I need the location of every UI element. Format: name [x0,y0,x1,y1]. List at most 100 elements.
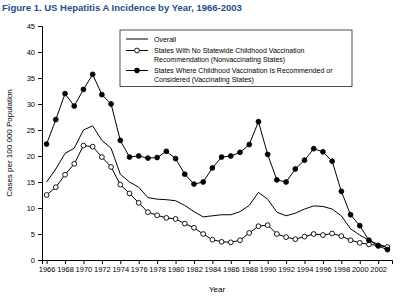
point [53,185,58,190]
point [173,217,178,222]
x-tick-label: 1994 [297,265,314,274]
x-tick-label: 1998 [333,265,350,274]
x-tick-label: 1982 [186,265,203,274]
y-tick-mark [38,52,42,53]
x-tick: 2000 [352,260,369,274]
y-tick-mark [38,26,42,27]
x-tick-mark [323,260,324,264]
title: Figure 1. US Hepatitis A Incidence by Ye… [2,2,242,13]
point [72,104,77,109]
point [63,91,68,96]
legend-label: States Where Childhood Vaccination Is Re… [154,67,334,84]
y-tick: 20 [27,152,42,161]
x-tick-mark [139,260,140,264]
x-tick-label: 1980 [168,265,185,274]
x-axis-line [43,261,393,265]
point [136,154,141,159]
x-tick: 1976 [131,260,148,274]
point [265,152,270,157]
x-tick-mark [268,260,269,264]
y-tick-mark [38,156,42,157]
x-tick: 1988 [241,260,258,274]
point [99,155,104,160]
x-tick-mark [341,260,342,264]
point [348,238,353,243]
y-tick-label: 40 [27,48,35,57]
x-tick-label: 1974 [112,265,129,274]
x-tick: 1982 [186,260,203,274]
point [265,223,270,228]
point [321,233,326,238]
point [146,156,151,161]
y-tick: 35 [27,74,42,83]
x-tick-mark [249,260,250,264]
x-tick-mark [231,260,232,264]
y-axis: 051015202530354045 [27,22,43,265]
point [53,117,58,122]
x-tick-label: 1976 [131,265,148,274]
point [357,223,362,228]
x-tick: 1972 [94,260,111,274]
y-tick-label: 30 [27,100,35,109]
y-axis-line [38,27,43,261]
point [155,155,160,160]
y-tick-label: 45 [27,22,35,31]
x-tick-label: 1968 [57,265,74,274]
point [118,138,123,143]
point [274,232,279,237]
point [274,178,279,183]
point [201,232,206,237]
y-tick-label: 10 [27,204,35,213]
y-tick: 40 [27,48,42,57]
point [284,180,289,185]
point [311,232,316,237]
point [330,231,335,236]
y-tick-label: 15 [27,178,35,187]
point [293,167,298,172]
point [109,165,114,170]
legend-marker [135,48,140,53]
x-tick-label: 2002 [370,265,387,274]
point [348,212,353,217]
y-tick-mark [38,78,42,79]
point [173,156,178,161]
point [164,215,169,220]
x-tick: 1992 [278,260,295,274]
x-tick-label: 1984 [205,265,222,274]
x-tick-mark [102,260,103,264]
x-tick: 1970 [76,260,93,274]
point [201,180,206,185]
x-tick: 2002 [370,260,387,274]
y-tick-label: 20 [27,152,35,161]
x-tick: 1966 [39,260,56,274]
point [321,149,326,154]
point [63,172,68,177]
x-tick-mark [83,260,84,264]
point [385,247,390,252]
point [284,235,289,240]
x-tick: 1990 [260,260,277,274]
x-tick-mark [176,260,177,264]
point [164,149,169,154]
x-tick-mark [212,260,213,264]
x-axis-title: Year [209,285,226,294]
point [146,210,151,215]
y-tick-mark [38,234,42,235]
point [376,244,381,249]
x-tick-mark [120,260,121,264]
point [219,239,224,244]
chart: Figure 1. US Hepatitis A Incidence by Ye… [0,0,400,296]
x-tick-label: 1990 [260,265,277,274]
y-axis-title: Cases per 100 000 Population [5,89,14,197]
x-tick: 1980 [168,260,185,274]
point [376,243,381,248]
y-tick-label: 35 [27,74,35,83]
x-tick-label: 1986 [223,265,240,274]
x-tick-label: 1978 [149,265,166,274]
point [219,155,224,160]
x-tick-mark [65,260,66,264]
x-tick: 1986 [223,260,240,274]
point [311,146,316,151]
point [339,189,344,194]
x-tick-mark [194,260,195,264]
